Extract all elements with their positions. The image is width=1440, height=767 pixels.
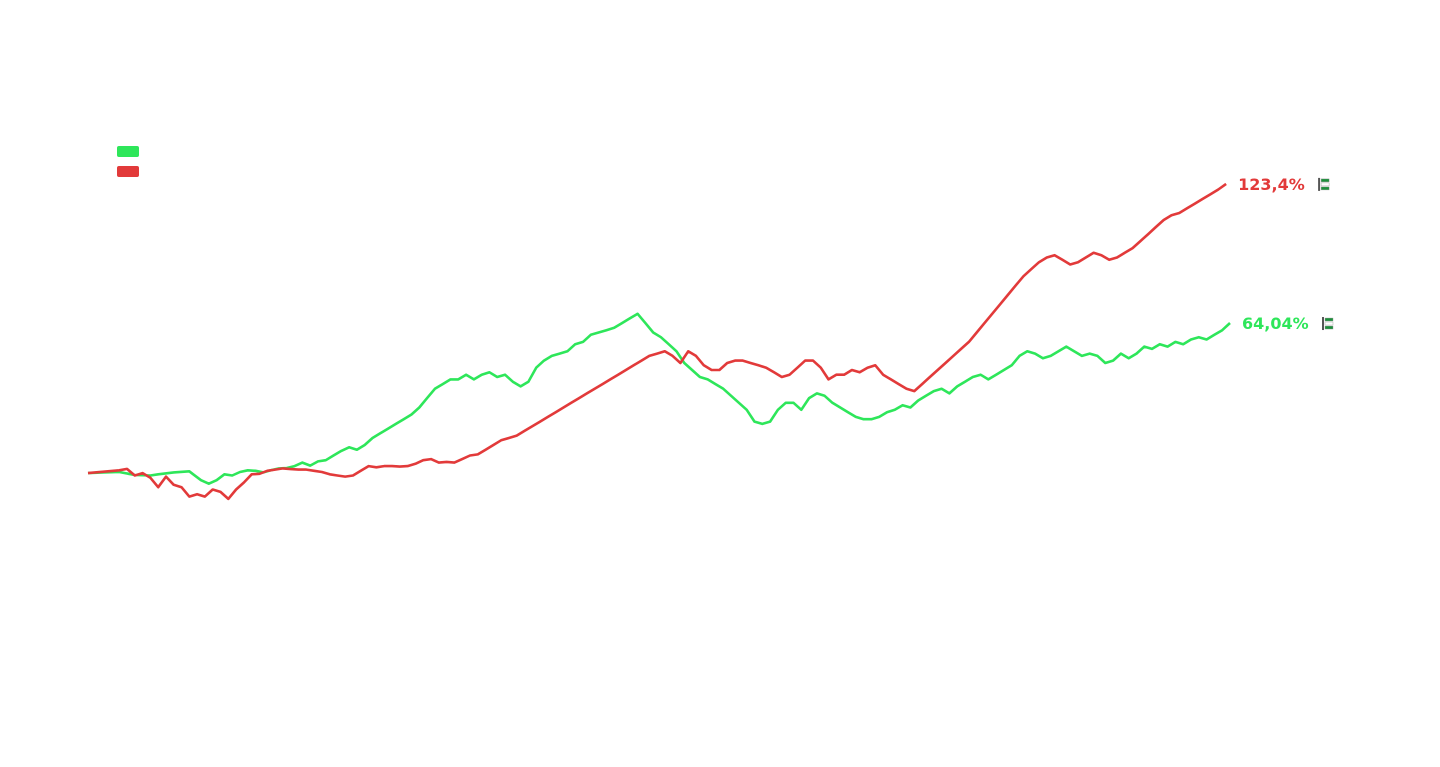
legend-swatch-0	[117, 146, 139, 157]
series-layer	[87, 182, 1231, 501]
legend-swatch-1	[117, 166, 139, 177]
flag-icon	[1318, 177, 1330, 191]
series-line-1	[87, 182, 1227, 501]
series-end-label-1: 123,4%	[1238, 175, 1305, 194]
legend	[117, 146, 139, 177]
flag-icon	[1322, 317, 1334, 331]
series-end-label-0: 64,04%	[1242, 314, 1309, 333]
end-labels: 64,04% 123,4%	[1238, 175, 1334, 333]
series-line-0	[87, 312, 1231, 485]
